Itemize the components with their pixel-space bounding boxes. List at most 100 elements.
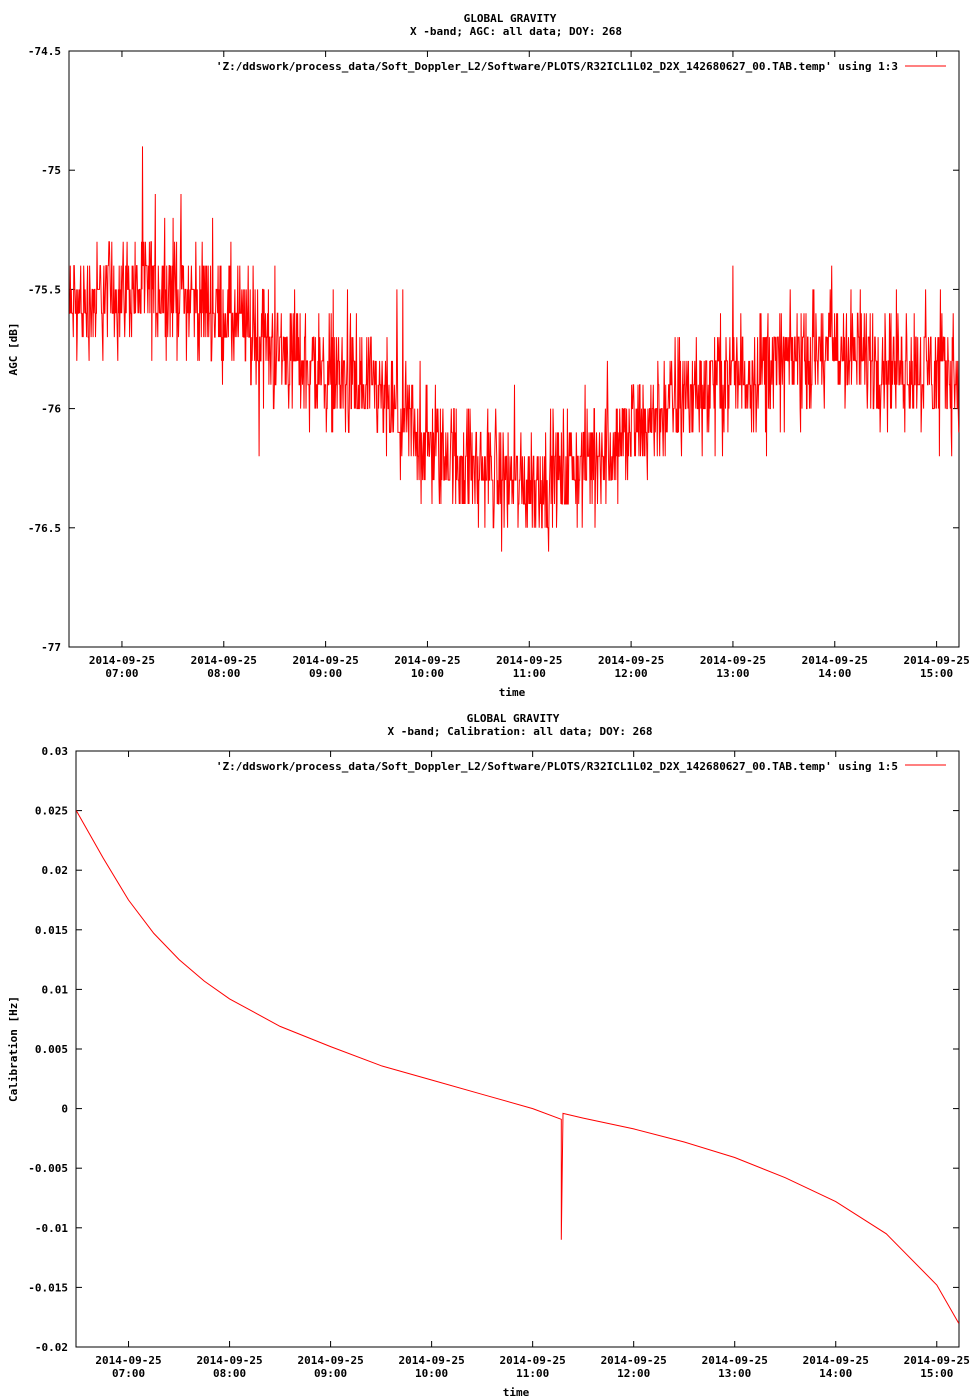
- calibration-x-tick-date: 2014-09-25: [95, 1354, 161, 1367]
- calibration-y-tick-label: 0.01: [42, 983, 69, 996]
- calibration-x-tick-time: 08:00: [213, 1367, 246, 1380]
- calibration-plot-frame: [75, 750, 960, 1348]
- calibration-x-tick-date: 2014-09-25: [297, 1354, 363, 1367]
- agc-y-tick-label: -74.5: [28, 45, 61, 58]
- calibration-y-axis-label: Calibration [Hz]: [7, 996, 20, 1102]
- agc-y-tick-label: -75: [41, 164, 61, 177]
- calibration-panel: GLOBAL GRAVITY X -band; Calibration: all…: [7, 712, 970, 1399]
- calibration-y-tick-label: 0.03: [42, 745, 69, 758]
- calibration-y-tick: -0.01: [35, 1222, 959, 1235]
- agc-panel: GLOBAL GRAVITY X -band; AGC: all data; D…: [7, 12, 970, 699]
- agc-y-tick: -76.5: [28, 522, 959, 535]
- agc-y-tick: -75.5: [28, 283, 959, 296]
- calibration-y-tick: 0: [61, 1103, 959, 1116]
- calibration-subtitle: X -band; Calibration: all data; DOY: 268: [388, 725, 653, 738]
- calibration-title: GLOBAL GRAVITY: [467, 712, 560, 725]
- calibration-y-axis: 0.03 0.025 0.02 0.015 0.01 0.005 0 -0.005 -0.01 -…: [28, 745, 959, 1354]
- agc-y-axis: -74.5 -75 -75.5 -76 -76.5 -77: [28, 45, 959, 654]
- calibration-x-tick-time: 13:00: [718, 1367, 751, 1380]
- calibration-x-tick-time: 12:00: [617, 1367, 650, 1380]
- calibration-x-axis-label: time: [503, 1386, 530, 1399]
- calibration-y-tick-label: 0: [61, 1103, 68, 1116]
- agc-x-axis-label: time: [499, 686, 526, 699]
- agc-x-tick-time: 12:00: [615, 667, 648, 680]
- calibration-x-tick-time: 11:00: [516, 1367, 549, 1380]
- agc-subtitle: X -band; AGC: all data; DOY: 268: [410, 25, 622, 38]
- calibration-series-line: [75, 810, 960, 1324]
- agc-x-tick-date: 2014-09-25: [598, 654, 664, 667]
- calibration-x-tick-date: 2014-09-25: [904, 1354, 970, 1367]
- agc-y-tick-label: -77: [41, 641, 61, 654]
- agc-x-tick-time: 07:00: [105, 667, 138, 680]
- calibration-y-tick: 0.02: [42, 864, 959, 877]
- calibration-y-tick-label: 0.015: [35, 924, 68, 937]
- agc-y-tick: -75: [41, 164, 959, 177]
- calibration-x-tick-time: 10:00: [415, 1367, 448, 1380]
- calibration-x-tick-time: 09:00: [314, 1367, 347, 1380]
- agc-x-tick-time: 15:00: [920, 667, 953, 680]
- calibration-y-tick: 0.03: [42, 745, 959, 758]
- agc-x-tick-date: 2014-09-25: [496, 654, 562, 667]
- agc-legend-label: 'Z:/ddswork/process_data/Soft_Doppler_L2…: [216, 60, 898, 73]
- calibration-y-tick: -0.02: [35, 1341, 959, 1354]
- calibration-y-tick-label: 0.02: [42, 864, 69, 877]
- agc-x-tick-time: 10:00: [411, 667, 444, 680]
- calibration-y-tick-label: -0.005: [28, 1162, 68, 1175]
- agc-title: GLOBAL GRAVITY: [464, 12, 557, 25]
- calibration-x-tick-time: 14:00: [819, 1367, 852, 1380]
- agc-x-tick-time: 09:00: [309, 667, 342, 680]
- agc-x-tick-date: 2014-09-25: [903, 654, 969, 667]
- calibration-x-tick-date: 2014-09-25: [601, 1354, 667, 1367]
- agc-y-tick-label: -76: [41, 403, 61, 416]
- agc-series-line: [69, 146, 960, 552]
- calibration-x-axis: 2014-09-2507:002014-09-2508:002014-09-25…: [95, 751, 970, 1380]
- calibration-y-tick: 0.01: [42, 983, 959, 996]
- agc-y-tick: -74.5: [28, 45, 959, 58]
- calibration-y-tick-label: 0.025: [35, 805, 68, 818]
- calibration-y-tick-label: -0.015: [28, 1281, 68, 1294]
- calibration-x-tick-date: 2014-09-25: [702, 1354, 768, 1367]
- calibration-y-tick-label: -0.02: [35, 1341, 68, 1354]
- agc-x-tick-date: 2014-09-25: [802, 654, 868, 667]
- calibration-x-tick-time: 07:00: [112, 1367, 145, 1380]
- agc-y-tick-label: -76.5: [28, 522, 61, 535]
- agc-x-tick-time: 11:00: [513, 667, 546, 680]
- agc-y-tick: -76: [41, 403, 959, 416]
- calibration-y-tick: -0.015: [28, 1281, 959, 1294]
- agc-x-tick-date: 2014-09-25: [394, 654, 460, 667]
- calibration-y-tick: 0.005: [35, 1043, 959, 1056]
- calibration-x-tick-date: 2014-09-25: [803, 1354, 869, 1367]
- calibration-x-tick-date: 2014-09-25: [196, 1354, 262, 1367]
- calibration-x-tick-time: 15:00: [920, 1367, 953, 1380]
- agc-x-tick-time: 08:00: [207, 667, 240, 680]
- calibration-y-tick: -0.005: [28, 1162, 959, 1175]
- calibration-y-tick: 0.015: [35, 924, 959, 937]
- agc-x-tick-time: 14:00: [818, 667, 851, 680]
- calibration-y-tick-label: -0.01: [35, 1222, 68, 1235]
- agc-x-tick-time: 13:00: [716, 667, 749, 680]
- agc-x-tick-date: 2014-09-25: [191, 654, 257, 667]
- calibration-x-tick-date: 2014-09-25: [399, 1354, 465, 1367]
- agc-y-tick: -77: [41, 641, 959, 654]
- agc-plot-frame: [68, 50, 960, 648]
- agc-y-axis-label: AGC [dB]: [7, 323, 20, 376]
- agc-x-axis: 2014-09-2507:002014-09-2508:002014-09-25…: [89, 51, 970, 680]
- calibration-legend-label: 'Z:/ddswork/process_data/Soft_Doppler_L2…: [216, 760, 898, 773]
- calibration-y-tick-label: 0.005: [35, 1043, 68, 1056]
